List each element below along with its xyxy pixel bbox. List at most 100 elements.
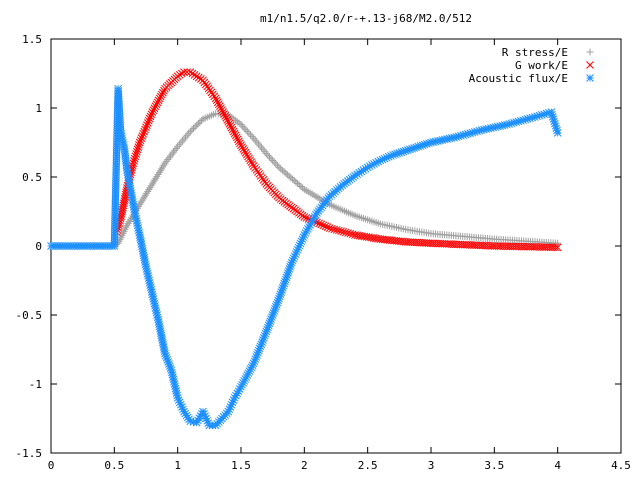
data-point <box>194 73 203 82</box>
legend-marker <box>586 74 594 82</box>
data-point <box>140 127 149 136</box>
legend-label: R stress/E <box>502 46 568 59</box>
data-point <box>156 92 165 101</box>
data-point <box>261 148 269 156</box>
data-point <box>280 168 288 176</box>
x-tick-label: 0 <box>48 459 55 472</box>
data-point <box>232 133 241 142</box>
data-point <box>248 160 257 168</box>
data-point <box>233 118 241 126</box>
data-point <box>190 124 197 132</box>
data-point <box>259 146 267 154</box>
data-point <box>282 169 290 177</box>
y-tick-label: -1.5 <box>16 447 43 460</box>
x-tick-label: 3.5 <box>484 459 504 472</box>
data-point <box>239 122 247 130</box>
x-tick-label: 1.5 <box>231 459 251 472</box>
data-point <box>300 213 309 221</box>
data-point <box>160 86 168 95</box>
data-point <box>225 119 234 128</box>
data-point <box>321 222 330 231</box>
y-tick-label: 0.5 <box>22 171 42 184</box>
data-point <box>177 139 185 147</box>
data-point <box>346 229 355 238</box>
chart-title: m1/n1.5/q2.0/r-+.13-j68/M2.0/512 <box>260 12 472 25</box>
data-point <box>335 226 343 235</box>
data-point <box>145 114 154 123</box>
data-point <box>212 96 221 105</box>
x-tick-label: 4 <box>554 459 561 472</box>
data-point <box>178 69 186 78</box>
data-point <box>339 227 348 236</box>
data-point <box>323 223 332 231</box>
data-point <box>245 154 253 163</box>
data-point <box>250 134 258 142</box>
data-point <box>295 181 303 189</box>
data-point <box>155 94 164 103</box>
data-point <box>130 154 139 163</box>
data-point <box>136 136 145 145</box>
data-point <box>128 161 137 170</box>
data-point <box>224 117 233 126</box>
legend-label: G work/E <box>515 59 568 72</box>
x-tick-label: 2 <box>301 459 308 472</box>
data-point <box>223 115 232 124</box>
y-tick-label: 0 <box>35 240 42 253</box>
data-point <box>182 133 190 141</box>
data-point <box>248 133 256 141</box>
data-point <box>143 121 151 130</box>
data-point <box>197 117 205 125</box>
data-point <box>315 219 323 228</box>
data-point <box>553 128 562 137</box>
data-point <box>183 131 191 139</box>
data-point <box>236 139 244 148</box>
data-point <box>144 116 153 125</box>
data-point <box>157 90 166 99</box>
y-axis-tick-labels: 1.5 1 0.5 0 -0.5 -1 -1.5 <box>16 33 43 460</box>
data-point <box>242 150 251 159</box>
data-point <box>289 175 297 183</box>
data-point <box>325 224 334 232</box>
data-point <box>188 126 196 134</box>
data-point <box>269 156 277 164</box>
data-point <box>146 112 155 121</box>
data-point <box>231 131 240 140</box>
data-point <box>317 220 326 229</box>
data-point <box>283 171 291 179</box>
x-tick-label: 0.5 <box>104 459 124 472</box>
x-tick-label: 3 <box>428 459 435 472</box>
data-point <box>219 108 227 116</box>
data-point <box>237 121 245 129</box>
data-point <box>191 123 199 131</box>
data-point <box>272 160 280 168</box>
data-point <box>221 112 230 120</box>
data-point <box>228 125 237 134</box>
data-point <box>297 182 305 190</box>
data-point <box>348 230 357 239</box>
data-point <box>229 127 238 136</box>
data-point <box>132 150 141 158</box>
y-tick-label: 1 <box>35 102 42 115</box>
data-marks <box>47 68 562 430</box>
data-point <box>135 140 143 149</box>
data-point <box>341 228 350 237</box>
data-point <box>290 177 298 185</box>
data-point <box>129 159 138 168</box>
data-point <box>185 129 193 137</box>
data-point <box>294 180 302 188</box>
data-point <box>319 221 328 230</box>
data-point <box>137 134 146 143</box>
series-1 <box>47 110 562 250</box>
data-point <box>267 155 275 163</box>
data-point <box>332 226 341 234</box>
data-point <box>193 121 201 129</box>
data-point <box>190 71 199 79</box>
data-point <box>247 131 254 139</box>
series-3 <box>47 84 562 430</box>
data-point <box>141 125 149 134</box>
data-point <box>130 157 138 165</box>
x-axis-tick-labels: 0 0.5 1 1.5 2 2.5 3 3.5 4 4.5 <box>48 459 631 472</box>
y-tick-label: -0.5 <box>16 309 43 322</box>
data-point <box>233 135 242 144</box>
